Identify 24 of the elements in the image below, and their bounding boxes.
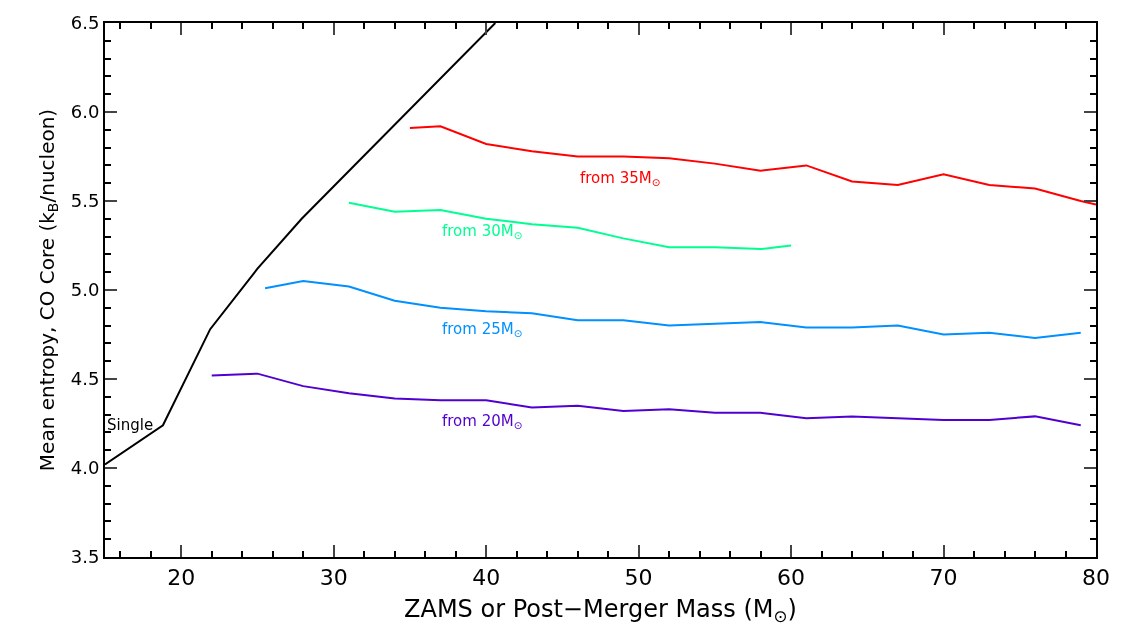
x-tick-label: 20: [167, 565, 196, 591]
y-tick-label: 4.5: [70, 368, 100, 390]
series-label: from 20M$_{⊙}$: [442, 412, 523, 432]
x-tick-label: 70: [929, 565, 958, 591]
y-tick-label: 6.0: [70, 101, 100, 123]
line-series: [210, 372, 1082, 427]
series-label: from 25M$_{⊙}$: [442, 320, 523, 340]
y-tick-label: 4.0: [70, 457, 100, 479]
x-tick-label: 60: [777, 565, 806, 591]
series-label: Single: [107, 416, 154, 434]
x-tick-label: 80: [1082, 565, 1110, 591]
line-series: [347, 201, 793, 251]
x-tick-label: 50: [624, 565, 653, 591]
x-tick-label: 40: [472, 565, 501, 591]
y-tick-label: 5.5: [70, 190, 100, 212]
line-series: [408, 125, 1096, 206]
series-label: from 35M$_{⊙}$: [580, 169, 661, 189]
x-tick-label: 30: [319, 565, 348, 591]
y-tick-label: 3.5: [70, 546, 100, 568]
line-series: [264, 280, 1082, 340]
series-label: from 30M$_{⊙}$: [442, 222, 523, 242]
y-tick-label: 5.0: [70, 279, 100, 301]
y-tick-label: 6.5: [70, 12, 100, 34]
x-axis-title: ZAMS or Post−Merger Mass (M$_{⊙}$): [404, 594, 797, 626]
